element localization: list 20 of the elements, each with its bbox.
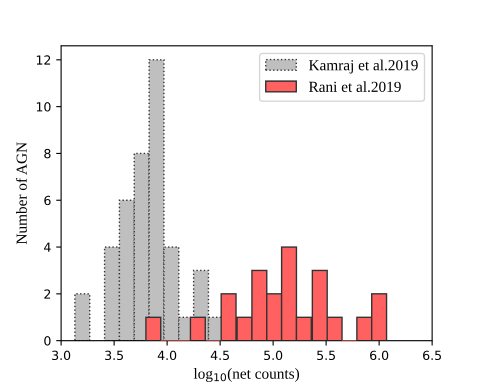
x-tick-label: 4.5: [210, 350, 229, 360]
y-tick-label: 4: [44, 242, 51, 252]
x-tick-label: 3.5: [105, 350, 123, 360]
legend-label: Kamraj et al.2019: [308, 60, 418, 74]
y-tick-label: 2: [44, 289, 50, 299]
x-tick-label: 5.0: [264, 350, 282, 360]
bar: [74, 293, 90, 341]
x-tick-label: 5.5: [317, 350, 335, 360]
x-tick-label: 4.0: [158, 350, 176, 360]
x-tick-label: 6.0: [370, 350, 388, 360]
y-tick-label: 0: [44, 336, 51, 346]
x-tick-label: 6.5: [423, 350, 441, 360]
y-tick-label: 12: [36, 55, 50, 65]
legend-label: Rani et al.2019: [308, 81, 401, 92]
y-axis-title: Number of AGN: [16, 142, 27, 244]
y-tick-label: 10: [36, 102, 51, 112]
y-tick-label: 6: [44, 196, 51, 206]
x-tick-label: 3.0: [52, 350, 70, 360]
x-axis-title: log$_{10}$(net counts): [194, 368, 300, 382]
y-tick-label: 8: [44, 148, 51, 158]
